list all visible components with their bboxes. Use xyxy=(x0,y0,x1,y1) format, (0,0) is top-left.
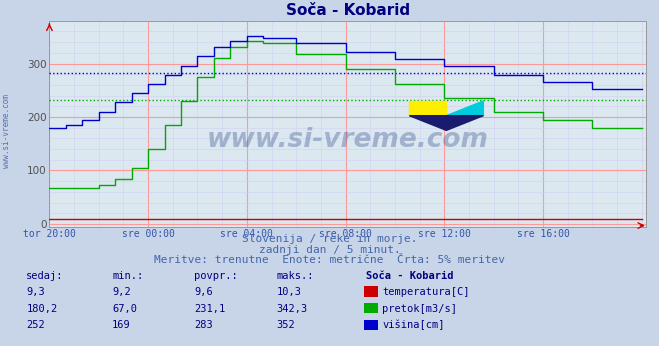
Polygon shape xyxy=(446,101,483,116)
Text: pretok[m3/s]: pretok[m3/s] xyxy=(382,304,457,314)
Text: Meritve: trenutne  Enote: metrične  Črta: 5% meritev: Meritve: trenutne Enote: metrične Črta: … xyxy=(154,255,505,265)
Text: 9,3: 9,3 xyxy=(26,287,45,297)
Text: 252: 252 xyxy=(26,320,45,330)
Text: 180,2: 180,2 xyxy=(26,304,57,314)
Text: višina[cm]: višina[cm] xyxy=(382,320,445,330)
Text: 9,2: 9,2 xyxy=(112,287,130,297)
Text: www.si-vreme.com: www.si-vreme.com xyxy=(2,94,11,169)
Text: min.:: min.: xyxy=(112,271,143,281)
Text: 283: 283 xyxy=(194,320,213,330)
Text: 10,3: 10,3 xyxy=(277,287,302,297)
Polygon shape xyxy=(409,116,483,130)
Text: 9,6: 9,6 xyxy=(194,287,213,297)
Bar xyxy=(409,101,446,116)
Text: Soča - Kobarid: Soča - Kobarid xyxy=(366,271,453,281)
Text: Slovenija / reke in morje.: Slovenija / reke in morje. xyxy=(242,234,417,244)
Text: 67,0: 67,0 xyxy=(112,304,137,314)
Text: 342,3: 342,3 xyxy=(277,304,308,314)
Text: zadnji dan / 5 minut.: zadnji dan / 5 minut. xyxy=(258,245,401,255)
Title: Soča - Kobarid: Soča - Kobarid xyxy=(285,3,410,18)
Text: 169: 169 xyxy=(112,320,130,330)
Text: 231,1: 231,1 xyxy=(194,304,225,314)
Text: temperatura[C]: temperatura[C] xyxy=(382,287,470,297)
Text: sedaj:: sedaj: xyxy=(26,271,64,281)
Text: www.si-vreme.com: www.si-vreme.com xyxy=(207,127,488,153)
Text: 352: 352 xyxy=(277,320,295,330)
Text: povpr.:: povpr.: xyxy=(194,271,238,281)
Text: maks.:: maks.: xyxy=(277,271,314,281)
